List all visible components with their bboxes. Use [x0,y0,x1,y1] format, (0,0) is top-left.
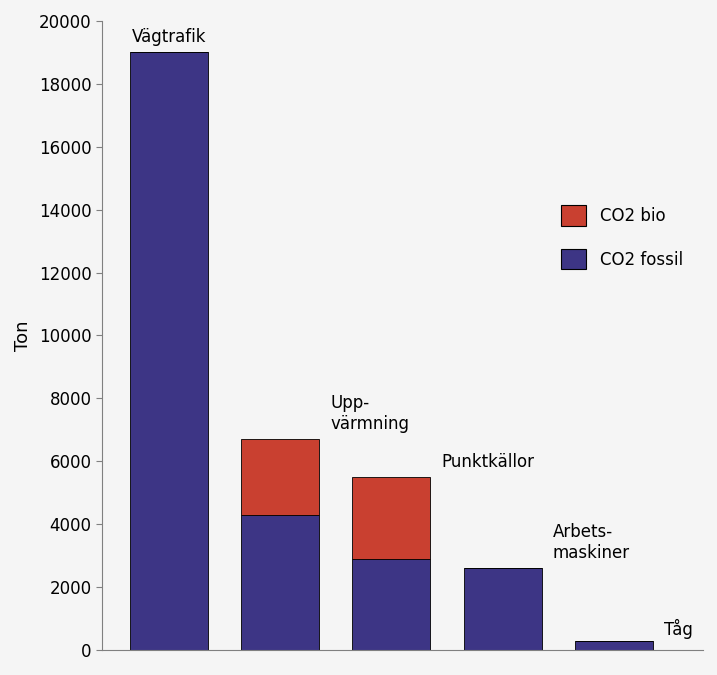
Bar [130,53,208,650]
Bar [241,515,319,650]
Bar [353,477,430,559]
Text: Arbets-
maskiner: Arbets- maskiner [553,523,630,562]
Text: Upp-
värmning: Upp- värmning [331,394,409,433]
Text: Vägtrafik: Vägtrafik [131,28,206,46]
Text: Punktkällor: Punktkällor [442,453,534,470]
Bar [575,641,653,650]
Y-axis label: Ton: Ton [14,320,32,351]
Text: Tåg: Tåg [664,619,693,639]
Legend: CO2 bio, CO2 fossil: CO2 bio, CO2 fossil [561,205,683,269]
Bar [241,439,319,515]
Bar [353,559,430,650]
Bar [464,568,542,650]
